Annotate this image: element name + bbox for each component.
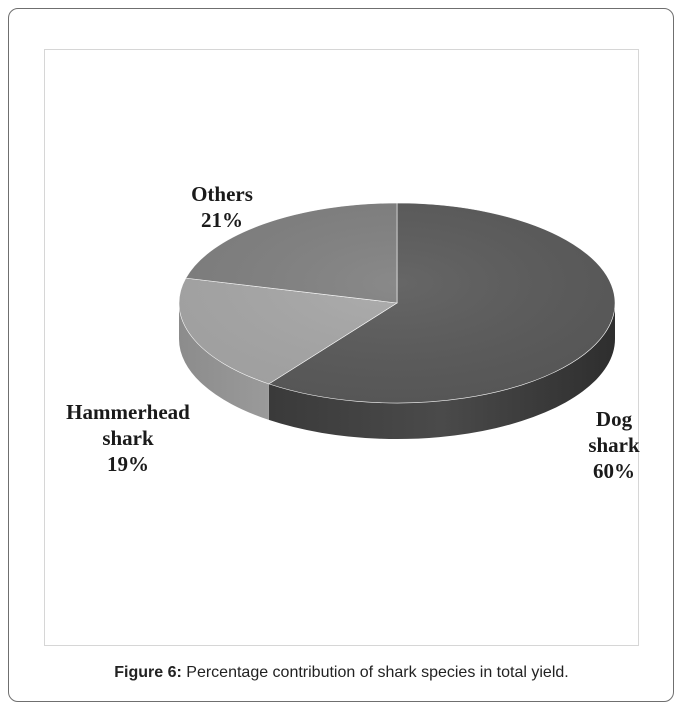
caption-text: Percentage contribution of shark species… <box>181 664 569 681</box>
figure-caption: Figure 6: Percentage contribution of sha… <box>0 664 683 682</box>
caption-label: Figure 6: <box>114 664 182 681</box>
label-dog-shark: Dog shark 60% <box>588 407 640 483</box>
side-dog-shark <box>268 303 615 440</box>
pie-sides <box>179 303 615 440</box>
pie-top-sheen <box>179 203 615 403</box>
label-hammerhead-shark: Hammerhead shark 19% <box>66 400 190 476</box>
side-hammerhead-shark <box>179 303 269 420</box>
pie-labels: Dog shark 60% Hammerhead shark 19% Others 21% <box>66 182 640 483</box>
pie-tops <box>178 202 616 404</box>
label-others: Others 21% <box>191 182 253 232</box>
